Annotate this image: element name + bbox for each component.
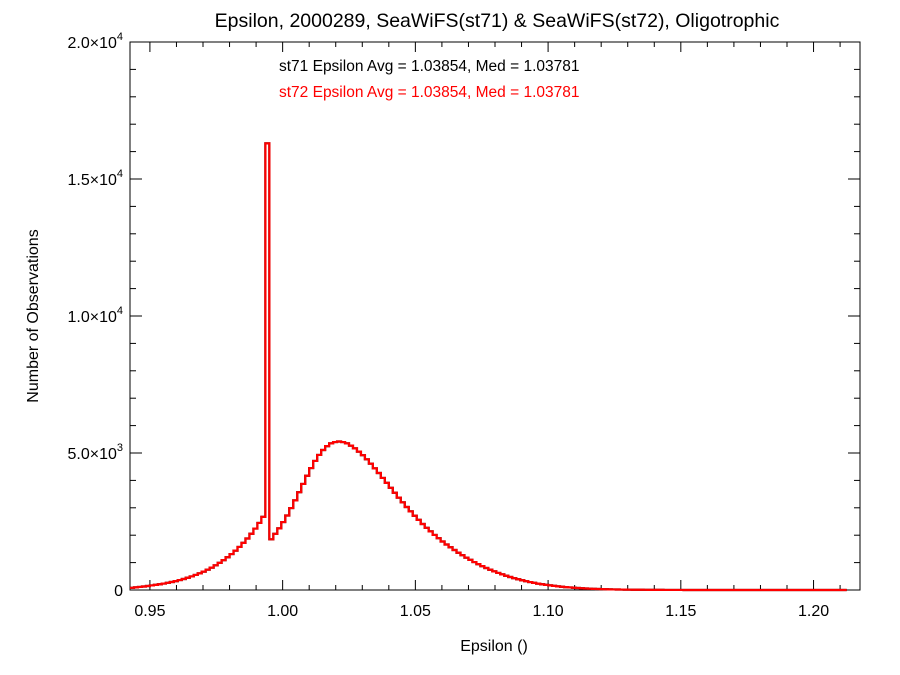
x-tick-label: 0.95	[134, 603, 165, 620]
series-st71-histogram	[130, 142, 847, 592]
y-tick-label: 5.0×103	[67, 442, 123, 463]
x-tick-label: 1.00	[267, 603, 298, 620]
chart-title: Epsilon, 2000289, SeaWiFS(st71) & SeaWiF…	[215, 10, 780, 32]
y-tick-label: 0	[114, 583, 123, 600]
annotation-st72: st72 Epsilon Avg = 1.03854, Med = 1.0378…	[279, 84, 579, 101]
x-tick-label: 1.05	[400, 603, 431, 620]
y-axis-label: Number of Observations	[25, 229, 42, 402]
plot-frame	[129, 41, 861, 591]
x-tick-label: 1.15	[665, 603, 696, 620]
x-tick-label: 1.20	[798, 603, 829, 620]
x-axis-label: Epsilon ()	[460, 638, 528, 655]
y-tick-label: 1.5×104	[67, 168, 123, 189]
annotation-st71: st71 Epsilon Avg = 1.03854, Med = 1.0378…	[279, 58, 579, 75]
x-tick-label: 1.10	[533, 603, 564, 620]
series-st72-histogram	[130, 142, 847, 592]
y-tick-label: 2.0×104	[67, 31, 123, 52]
y-tick-label: 1.0×104	[67, 305, 123, 326]
plot-area: 0.95 1.00 1.05 1.10 1.15 1.20 0 5.0×103 1.0×104 1…	[67, 31, 861, 620]
